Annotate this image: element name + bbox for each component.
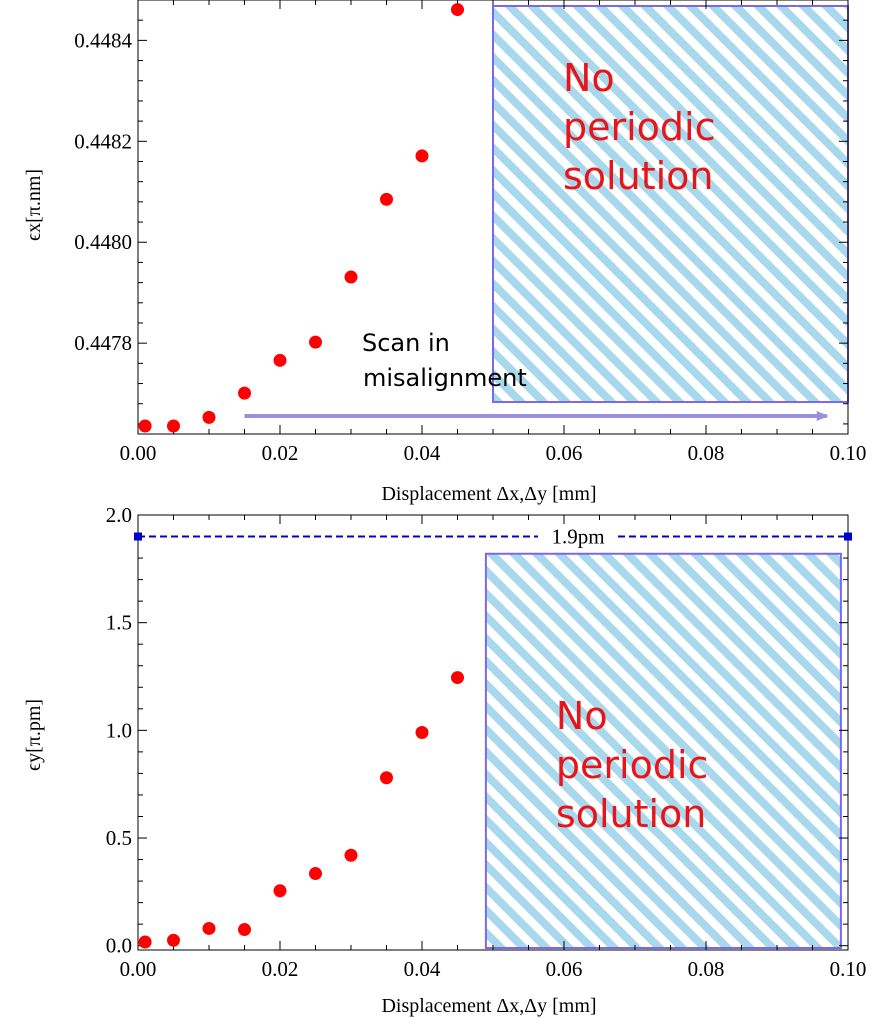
chart-top-annotation-text: misalignment <box>363 364 527 392</box>
chart-top-x-tick-label: 0.10 <box>830 441 867 465</box>
chart-bottom-x-tick-label: 0.04 <box>404 957 441 981</box>
chart-bottom-data-point <box>309 867 322 881</box>
chart-top-data-point <box>202 410 216 424</box>
chart-top-x-tick-label: 0.06 <box>546 441 583 465</box>
chart-bottom-y-tick-label: 2.0 <box>106 503 132 527</box>
chart-bottom-x-tick-label: 0.08 <box>688 957 725 981</box>
chart-bottom-y-tick-label: 0.5 <box>106 826 132 850</box>
chart-bottom-region-label: No <box>556 694 608 738</box>
chart-top-data-point <box>380 192 393 206</box>
chart-top-points <box>138 3 464 433</box>
chart-bottom-data-point <box>273 884 287 898</box>
chart-top-region-layer: No periodic solution <box>492 5 849 403</box>
chart-bottom-data-point <box>451 671 464 685</box>
chart-top-xlabel: Displacement Δx,Δy [mm] <box>381 483 596 505</box>
chart-bottom-xlabel: Displacement Δx,Δy [mm] <box>381 995 596 1017</box>
chart-bottom-data-point <box>415 726 429 739</box>
chart-top-data-point <box>167 419 180 433</box>
chart-top-axes: 0.00 0.02 0.04 0.06 0.08 0.10 0.4478 0.4480 0.44… <box>74 0 866 465</box>
chart-bottom-y-tick-label: 1.0 <box>106 718 132 742</box>
chart-top-data-point <box>309 335 322 349</box>
chart-top-data-point <box>344 270 358 284</box>
chart-top-y-tick-label: 0.4478 <box>74 331 132 355</box>
chart-bottom-points <box>138 671 464 949</box>
chart-top-region-label: periodic <box>563 105 716 149</box>
chart-bottom-region-layer: No periodic solution <box>484 552 842 949</box>
chart-bottom-data-point <box>380 771 393 785</box>
chart-bottom-y-tick-label: 1.5 <box>106 611 132 635</box>
chart-bottom-data-point <box>138 935 152 949</box>
chart-top-data-point <box>415 149 429 163</box>
chart-bottom-region-label: solution <box>556 792 706 836</box>
chart-top-y-tick-label: 0.4480 <box>74 230 132 254</box>
chart-top-region-label: No <box>563 56 615 100</box>
chart-top-data-point <box>273 353 287 367</box>
chart-bottom-no-solution-region <box>484 552 842 949</box>
chart-bottom-axes: 0.00 0.02 0.04 0.06 0.08 0.10 0.0 0.5 1.0 1.5 2.0 <box>106 503 867 981</box>
chart-bottom-x-tick-label: 0.10 <box>830 957 867 981</box>
chart-top-data-point <box>238 386 251 400</box>
chart-bottom-x-tick-label: 0.06 <box>546 957 583 981</box>
chart-bottom-y-tick-label: 0.0 <box>106 934 132 958</box>
chart-bottom-reference-endpoint <box>844 532 852 541</box>
chart-top-y-tick-label: 0.4482 <box>74 129 132 153</box>
chart-top-data-point <box>451 3 464 17</box>
chart-top-no-solution-region <box>492 5 849 403</box>
chart-top-x-tick-label: 0.08 <box>688 441 725 465</box>
chart-top-x-tick-label: 0.00 <box>120 441 157 465</box>
chart-top-ylabel: ϵx[π.nm] <box>23 169 45 241</box>
chart-bottom-ylabel: ϵy[π.pm] <box>23 699 45 771</box>
chart-bottom-data-point <box>167 933 180 947</box>
chart-top-y-tick-label: 0.4484 <box>74 28 132 52</box>
chart-bottom-data-point <box>238 923 251 937</box>
chart-top-region-label: solution <box>563 154 713 198</box>
chart-bottom-reference: 1.9pm <box>134 525 852 549</box>
chart-top-annotation-text: Scan in <box>362 329 450 357</box>
chart-top-x-tick-label: 0.04 <box>404 441 441 465</box>
chart-top-data-point <box>138 419 152 433</box>
chart-bottom-data-point <box>344 848 358 862</box>
chart-bottom-reference-label: 1.9pm <box>551 525 604 549</box>
chart-bottom-region-label: periodic <box>556 743 709 787</box>
chart-top-x-tick-label: 0.02 <box>262 441 299 465</box>
chart-bottom-x-tick-label: 0.02 <box>262 957 299 981</box>
chart-bottom-x-tick-label: 0.00 <box>120 957 157 981</box>
chart-bottom-data-point <box>202 921 216 935</box>
chart-bottom-reference-endpoint <box>134 532 142 541</box>
chart-top-annotation: Scan in misalignment <box>244 329 829 421</box>
